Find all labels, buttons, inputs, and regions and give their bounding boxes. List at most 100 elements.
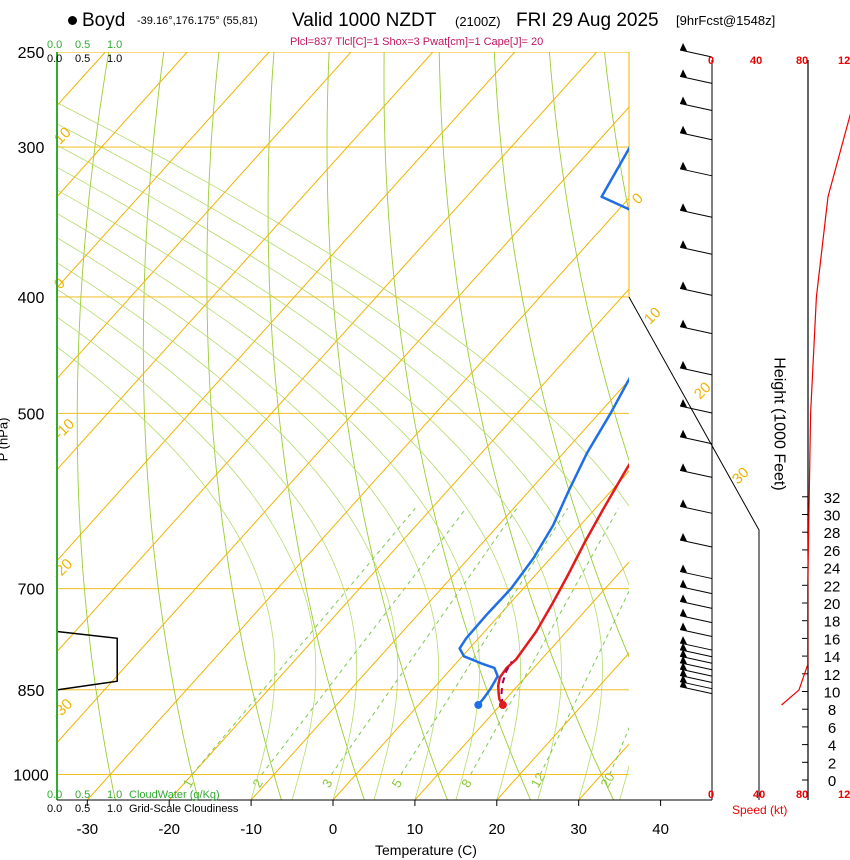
moist-adiabat <box>57 262 399 800</box>
gc-tick: 0.0 <box>47 53 63 65</box>
isotherm-label: -20 <box>49 555 76 582</box>
cw-tick: 1.0 <box>107 39 123 51</box>
wind-barb <box>679 649 713 658</box>
mixing-ratio-line <box>330 508 518 775</box>
cw-tick: 0.0 <box>47 39 63 51</box>
moist-adiabat <box>57 123 629 800</box>
p-tick-label: 850 <box>18 683 45 700</box>
isotherm <box>57 52 516 562</box>
wind-barb-flag <box>680 668 687 677</box>
temperature-line <box>496 462 629 706</box>
wind-barb <box>679 505 713 514</box>
gc-tick: 1.0 <box>107 803 123 815</box>
p-tick-label: 250 <box>18 45 45 62</box>
isotherm-label: 20 <box>691 379 715 403</box>
station-dot-icon <box>68 16 77 25</box>
isotherm-label: 30 <box>729 464 753 488</box>
wind-barb <box>679 367 713 376</box>
isotherm <box>57 52 270 289</box>
x-tick-label: -30 <box>76 821 98 838</box>
wind-barb-flag <box>680 125 687 134</box>
isotherm <box>332 470 629 800</box>
moist-adiabat <box>57 237 439 800</box>
y-axis-title: P (hPa) <box>0 417 11 462</box>
isotherm-label: -30 <box>49 695 76 722</box>
isotherm <box>57 52 598 653</box>
cloudwater-label: CloudWater (g/Kg) <box>129 789 220 801</box>
isotherm <box>57 106 629 744</box>
sounding-indices: Plcl=837 Tlcl[C]=1 Shox=3 Pwat[cm]=1 Cap… <box>290 36 544 48</box>
p-tick-label: 500 <box>18 406 45 423</box>
speed-tick: 40 <box>753 789 766 801</box>
x-tick-label: 10 <box>407 821 424 838</box>
height-tick-label: 28 <box>824 525 841 542</box>
p-tick-label: 700 <box>18 582 45 599</box>
speed-axis-label: Speed (kt) <box>732 803 788 817</box>
wind-barb <box>679 326 713 335</box>
parcel-line <box>500 661 513 706</box>
station-coords: -39.16°,176.175° (55,81) <box>137 15 258 27</box>
isotherm <box>496 652 629 800</box>
wind-barb-flag <box>680 499 687 508</box>
isotherm-label: -10 <box>51 415 78 442</box>
header: Boyd -39.16°,176.175° (55,81) Valid 1000… <box>0 0 850 48</box>
height-tick-label: 30 <box>824 508 841 525</box>
wind-barb <box>679 539 713 548</box>
wind-barb <box>679 615 713 624</box>
mixing-ratio-line <box>470 508 619 775</box>
height-tick-label: 10 <box>824 685 841 702</box>
isotherm <box>86 197 629 800</box>
mixing-ratio-line <box>609 726 629 775</box>
gc-tick: 0.5 <box>75 53 91 65</box>
height-tick-label: 14 <box>824 649 841 666</box>
dry-adiabat <box>267 52 365 800</box>
cw-tick: 0.5 <box>75 789 91 801</box>
wind-barb <box>679 681 713 690</box>
height-tick-label: 0 <box>828 773 836 790</box>
dry-adiabat <box>383 52 531 800</box>
wind-barb-flag <box>680 594 687 603</box>
station-name: Boyd <box>82 10 126 31</box>
height-tick-label: 12 <box>824 667 841 684</box>
wind-barb-flag <box>680 399 687 408</box>
wind-barb <box>679 686 713 695</box>
moist-adiabat <box>57 144 603 800</box>
wind-barb <box>679 168 713 177</box>
wind-barb <box>679 132 713 141</box>
isotherm <box>57 52 352 380</box>
isotherm-label: 0 <box>629 190 647 208</box>
wind-barb-flag <box>680 662 687 671</box>
dry-adiabat <box>438 52 615 800</box>
height-tick-label: 2 <box>828 755 836 772</box>
wind-barb <box>679 586 713 595</box>
speed-tick: 40 <box>750 55 763 67</box>
height-axis-boundary <box>628 296 760 800</box>
gc-tick: 1.0 <box>107 53 123 65</box>
x-tick-label: 40 <box>652 821 669 838</box>
mixing-ratio-label: 5 <box>389 776 406 790</box>
wind-barb <box>679 629 713 638</box>
mixing-ratio-label: 2 <box>249 776 266 790</box>
mixing-ratio-line <box>191 507 416 775</box>
dry-adiabat <box>493 52 629 659</box>
p-tick-label: 1000 <box>13 768 49 785</box>
dry-adiabat <box>548 52 629 462</box>
wind-barb-flag <box>680 564 687 573</box>
cloud-scale-top: 0.0 0.5 1.0 0.0 0.5 1.0 <box>47 38 122 66</box>
cloud-scale-bottom: 0.0 0.5 1.0 CloudWater (g/Kg) 0.0 0.5 1.0 Grid… <box>47 788 238 816</box>
wind-barb-flag <box>680 96 687 105</box>
cloudiness-line <box>57 630 118 691</box>
wind-barb-flag <box>680 429 687 438</box>
wind-barb-flag <box>680 203 687 212</box>
height-tick-label: 16 <box>824 631 841 648</box>
wind-barb-flag <box>680 240 687 249</box>
speed-tick: 0 <box>708 55 715 67</box>
dry-adiabat <box>142 52 199 800</box>
moist-adiabat <box>57 346 276 800</box>
wind-barb <box>679 405 713 414</box>
mixing-ratio-label: 20 <box>597 770 617 790</box>
mixing-ratio-label: 8 <box>458 776 475 790</box>
wind-barb <box>679 49 713 58</box>
wind-barb <box>679 209 713 218</box>
height-tick-label: 22 <box>824 578 841 595</box>
